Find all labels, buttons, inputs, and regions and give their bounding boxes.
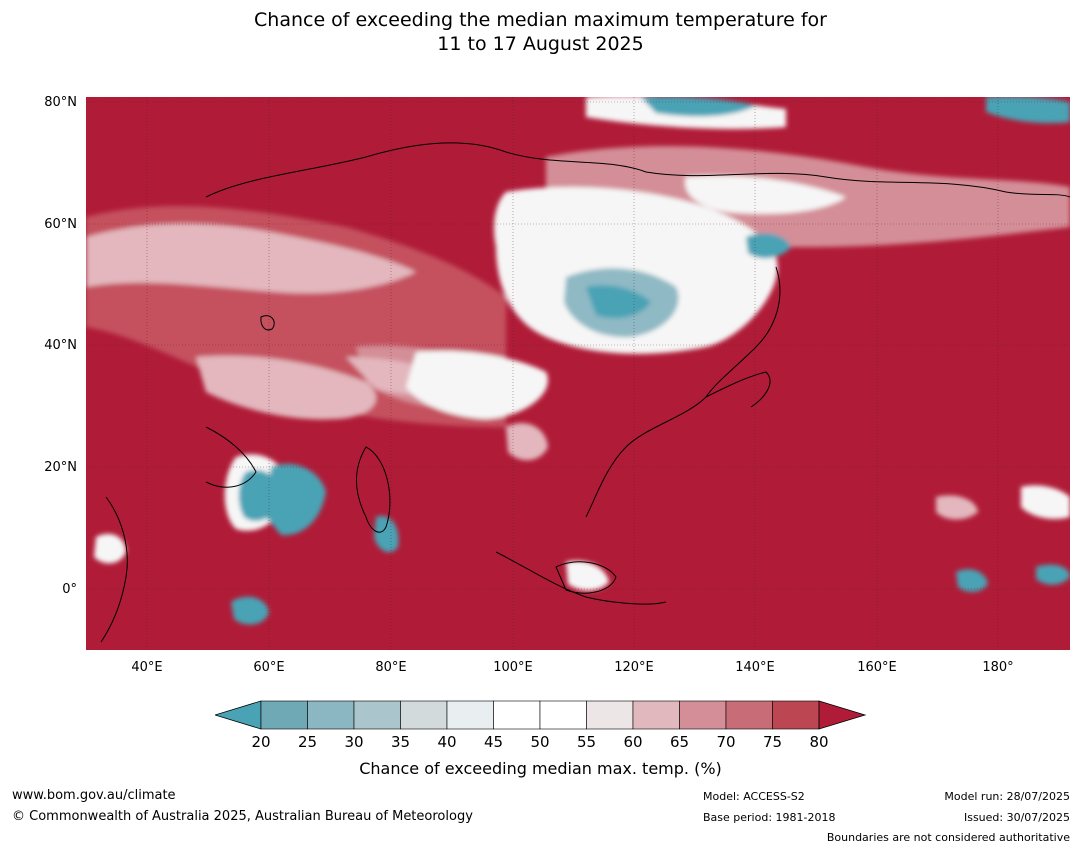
very-low-arctic-2 [986,97,1070,124]
neutral-pacific-1 [1021,485,1070,519]
lat-label-40n: 40°N [44,338,77,353]
colorbar-segment-60-65 [632,700,680,730]
forecast-map [86,97,1070,650]
map-svg [86,97,1070,650]
colorbar-segment-40-45 [446,700,494,730]
pale-indochina [506,423,548,461]
colorbar-label: Chance of exceeding median max. temp. (%… [359,759,722,778]
colorbar-tick-80: 80 [809,733,829,751]
colorbar-tick-55: 55 [576,733,597,751]
model-name: Model: ACCESS-S2 [703,790,805,803]
lat-label-equator: 0° [62,582,77,597]
very-low-srilanka [374,516,399,553]
map-title: Chance of exceeding the median maximum t… [0,8,1081,56]
lon-label-160e: 160°E [857,660,897,675]
neutral-tibet [406,350,548,419]
lat-label-20n: 20°N [44,460,77,475]
lon-label-60e: 60°E [253,660,285,675]
very-low-india-west [266,463,326,536]
east-asia-coastline [585,266,781,518]
very-low-manchuria [746,233,791,259]
colorbar-tick-25: 25 [297,733,318,751]
probability-shading [86,97,1070,625]
neutral-borneo [566,560,609,591]
colorbar-tick-40: 40 [437,733,457,751]
lon-label-140e: 140°E [735,660,775,675]
india-coast [356,446,391,533]
colorbar-tick-60: 60 [623,733,643,751]
colorbar-segment-55-60 [586,700,634,730]
colorbar-segment-45-50 [493,700,541,730]
colorbar-tick-75: 75 [762,733,783,751]
colorbar-segment-65-70 [679,700,727,730]
lon-label-100e: 100°E [493,660,533,675]
lon-label-40e: 40°E [131,660,163,675]
colorbar-segment-75-80 [772,700,820,730]
colorbar-segment-25-30 [307,700,355,730]
base-period: Base period: 1981-2018 [703,811,836,824]
borneo-coast [555,561,617,594]
colorbar-tick-70: 70 [716,733,736,751]
very-low-indian-ocean [231,596,269,625]
colorbar-segment-70-75 [725,700,773,730]
colorbar-arrow-low [215,700,262,730]
very-low-arctic-1 [641,97,756,117]
colorbar [215,700,867,730]
lon-label-80e: 80°E [375,660,407,675]
very-low-inner-mongolia [586,285,651,319]
coastlines [100,142,1070,643]
lon-label-180: 180° [982,660,1014,675]
lat-label-80n: 80°N [44,95,77,110]
arabia-coast [205,426,257,488]
africa-coast [100,496,128,643]
colorbar-segment-20-25 [260,700,308,730]
arctic-coastline [205,142,1070,198]
lat-label-60n: 60°N [44,217,77,232]
title-line-2: 11 to 17 August 2025 [437,33,644,55]
neutral-mongolia [494,187,778,354]
colorbar-segment-35-40 [400,700,448,730]
very-low-pacific-2 [956,569,988,592]
colorbar-tick-35: 35 [390,733,411,751]
copyright-text: © Commonwealth of Australia 2025, Austra… [12,809,473,824]
pale-pacific [936,495,978,520]
website-link[interactable]: www.bom.gov.au/climate [12,788,176,803]
neutral-siberia [685,175,846,214]
aral-sea-outline [260,315,275,331]
colorbar-segment-50-55 [539,700,587,730]
band-pale-caspian [196,355,376,420]
colorbar-segment-30-35 [353,700,401,730]
colorbar-tick-45: 45 [483,733,504,751]
colorbar-tick-30: 30 [344,733,364,751]
issued-date: Issued: 30/07/2025 [963,811,1070,824]
neutral-east-africa [94,533,126,564]
very-low-pacific-1 [1036,564,1070,585]
colorbar-arrow-high [818,700,867,730]
indonesia-coast [495,551,667,605]
boundaries-disclaimer: Boundaries are not considered authoritat… [826,831,1070,844]
japan-outline [705,371,771,408]
lon-label-120e: 120°E [614,660,654,675]
graticule [86,97,1070,650]
colorbar-tick-50: 50 [530,733,550,751]
band-pale-westasia [86,223,416,294]
colorbar-tick-65: 65 [669,733,690,751]
model-run-date: Model run: 28/07/2025 [944,790,1070,803]
title-line-1: Chance of exceeding the median maximum t… [254,9,827,31]
colorbar-tick-20: 20 [251,733,271,751]
